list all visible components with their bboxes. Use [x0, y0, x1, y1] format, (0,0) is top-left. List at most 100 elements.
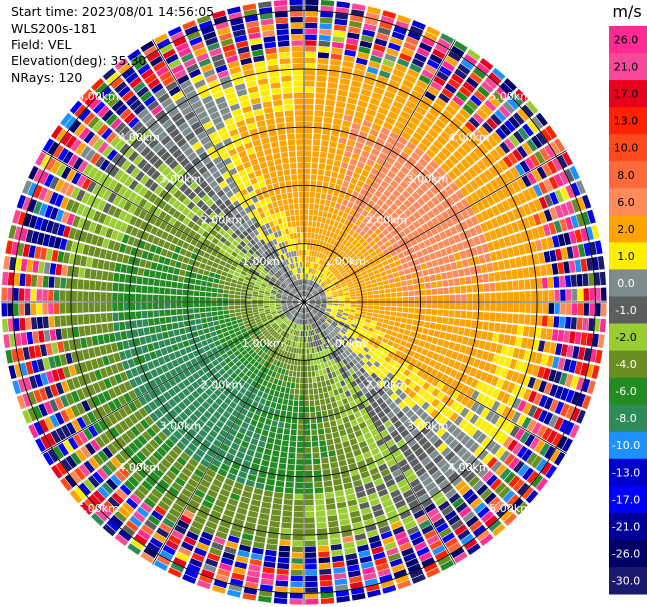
velocity-cell: [304, 197, 309, 204]
velocity-cell: [320, 281, 326, 287]
velocity-cell: [307, 279, 310, 286]
velocity-cell: [338, 191, 346, 199]
velocity-cell: [460, 158, 471, 170]
velocity-cell: [309, 298, 315, 301]
velocity-cell: [326, 194, 333, 201]
velocity-cell: [347, 250, 353, 257]
velocity-cell: [316, 270, 320, 276]
velocity-cell: [345, 234, 352, 241]
velocity-cell: [339, 279, 345, 284]
velocity-cell: [304, 290, 306, 297]
velocity-cell: [307, 293, 312, 298]
velocity-cell: [391, 31, 405, 41]
velocity-cell: [485, 182, 495, 194]
velocity-cell: [434, 43, 449, 55]
velocity-cell: [325, 249, 330, 256]
velocity-cell: [329, 231, 335, 238]
velocity-cell: [570, 215, 579, 229]
velocity-cell: [351, 3, 366, 12]
velocity-cell: [353, 249, 360, 255]
velocity-cell: [325, 242, 330, 249]
velocity-cell: [310, 288, 315, 293]
velocity-cell: [390, 250, 397, 257]
velocity-cell: [421, 168, 431, 178]
velocity-cell: [481, 156, 492, 168]
velocity-cell: [410, 152, 421, 162]
velocity-cell: [338, 137, 347, 145]
velocity-cell: [311, 157, 319, 163]
velocity-cell: [382, 260, 389, 267]
velocity-cell: [312, 282, 317, 288]
velocity-cell: [326, 293, 332, 296]
velocity-cell: [385, 233, 393, 240]
velocity-cell: [409, 181, 419, 191]
velocity-cell: [316, 81, 327, 88]
velocity-cell: [339, 204, 346, 212]
velocity-cell: [335, 248, 342, 255]
velocity-cell: [358, 214, 365, 222]
velocity-cell: [315, 227, 320, 234]
velocity-cell: [443, 174, 453, 184]
velocity-cell: [332, 293, 338, 296]
velocity-cell: [424, 64, 437, 75]
velocity-cell: [407, 195, 416, 205]
velocity-cell: [320, 273, 325, 279]
velocity-cell: [496, 86, 509, 100]
velocity-cell: [339, 259, 345, 265]
velocity-cell: [340, 72, 352, 80]
velocity-cell: [438, 92, 451, 104]
velocity-cell: [326, 88, 337, 95]
velocity-cell: [384, 141, 394, 151]
velocity-cell: [389, 262, 396, 269]
velocity-cell: [360, 88, 372, 97]
velocity-cell: [309, 250, 312, 256]
velocity-cell: [306, 291, 309, 297]
velocity-cell: [490, 217, 499, 229]
velocity-cell: [392, 126, 403, 136]
velocity-cell: [357, 276, 364, 281]
velocity-cell: [477, 126, 490, 138]
velocity-cell: [454, 223, 463, 233]
velocity-cell: [405, 100, 417, 110]
velocity-cell: [525, 100, 539, 114]
velocity-cell: [318, 288, 324, 293]
velocity-cell: [316, 222, 321, 228]
velocity-cell: [314, 257, 319, 264]
velocity-cell: [356, 161, 365, 169]
velocity-cell: [331, 267, 337, 273]
velocity-cell: [503, 236, 512, 247]
velocity-cell: [475, 188, 485, 200]
velocity-cell: [396, 156, 406, 165]
velocity-cell: [448, 100, 461, 112]
velocity-cell: [359, 267, 366, 273]
velocity-cell: [403, 161, 414, 171]
velocity-cell: [401, 190, 411, 199]
velocity-cell: [305, 279, 308, 285]
velocity-cell: [521, 175, 532, 188]
velocity-cell: [403, 126, 415, 136]
velocity-cell: [423, 239, 432, 247]
velocity-cell: [460, 220, 469, 231]
velocity-cell: [345, 226, 351, 234]
velocity-cell: [399, 84, 412, 94]
velocity-cell: [476, 62, 490, 75]
velocity-cell: [314, 104, 324, 111]
velocity-cell: [373, 43, 386, 53]
velocity-cell: [503, 78, 517, 91]
velocity-cell: [501, 186, 511, 198]
velocity-cell: [461, 142, 472, 154]
velocity-cell: [363, 251, 370, 258]
velocity-cell: [372, 255, 380, 261]
velocity-cell: [311, 274, 315, 281]
velocity-cell: [352, 172, 361, 180]
velocity-cell: [463, 53, 478, 66]
velocity-cell: [315, 296, 321, 299]
velocity-cell: [306, 250, 310, 256]
velocity-cell: [355, 57, 368, 66]
velocity-cell: [378, 216, 386, 224]
velocity-cell: [532, 213, 542, 226]
velocity-cell: [320, 295, 326, 298]
velocity-cell: [410, 238, 418, 246]
velocity-cell: [374, 38, 388, 47]
velocity-cell: [337, 257, 343, 263]
